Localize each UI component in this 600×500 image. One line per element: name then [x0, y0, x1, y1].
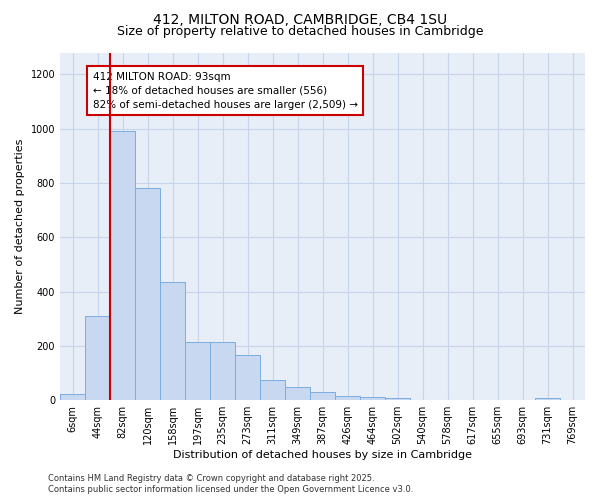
Bar: [360, 397, 385, 400]
Bar: [260, 380, 285, 400]
Bar: [210, 342, 235, 400]
Bar: [235, 356, 260, 400]
Bar: [135, 188, 160, 400]
Bar: [285, 387, 310, 400]
Bar: [60, 394, 85, 400]
Text: Contains HM Land Registry data © Crown copyright and database right 2025.
Contai: Contains HM Land Registry data © Crown c…: [48, 474, 413, 494]
Bar: [535, 398, 560, 400]
Text: 412 MILTON ROAD: 93sqm
← 18% of detached houses are smaller (556)
82% of semi-de: 412 MILTON ROAD: 93sqm ← 18% of detached…: [92, 72, 358, 110]
Bar: [110, 132, 135, 400]
Bar: [310, 392, 335, 400]
Bar: [385, 398, 410, 400]
Bar: [85, 316, 110, 400]
Text: Size of property relative to detached houses in Cambridge: Size of property relative to detached ho…: [117, 25, 483, 38]
Bar: [335, 396, 360, 400]
Y-axis label: Number of detached properties: Number of detached properties: [15, 138, 25, 314]
X-axis label: Distribution of detached houses by size in Cambridge: Distribution of detached houses by size …: [173, 450, 472, 460]
Bar: [185, 342, 210, 400]
Text: 412, MILTON ROAD, CAMBRIDGE, CB4 1SU: 412, MILTON ROAD, CAMBRIDGE, CB4 1SU: [153, 12, 447, 26]
Bar: [160, 282, 185, 400]
